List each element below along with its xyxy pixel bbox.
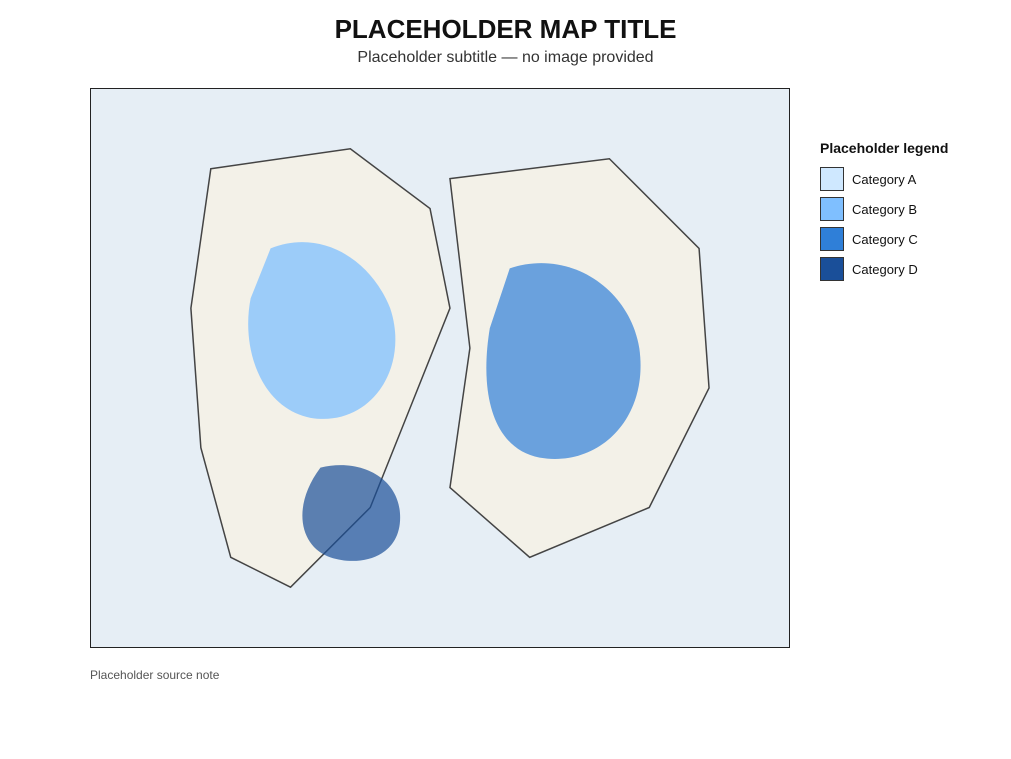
- legend-label: Category A: [852, 171, 917, 187]
- shaded-area-b: [486, 263, 641, 459]
- shaded-area-c: [302, 465, 401, 561]
- legend-title: Placeholder legend: [820, 140, 949, 156]
- legend-label: Category C: [852, 231, 918, 247]
- map-subtitle: Placeholder subtitle — no image provided: [357, 49, 654, 66]
- legend-list: Category A Category B Category C Categor…: [820, 164, 980, 284]
- legend-item: Category D: [820, 254, 980, 284]
- legend-item: Category A: [820, 164, 980, 194]
- map-frame: [90, 88, 790, 648]
- legend-swatch: [820, 167, 844, 191]
- legend-item: Category C: [820, 224, 980, 254]
- legend-swatch: [820, 257, 844, 281]
- legend-swatch: [820, 227, 844, 251]
- shaded-area-a: [248, 242, 396, 419]
- legend-swatch: [820, 197, 844, 221]
- map-title: PLACEHOLDER MAP TITLE: [334, 14, 677, 44]
- source-note: Placeholder source note: [90, 668, 220, 682]
- legend-label: Category B: [852, 201, 918, 217]
- legend: Placeholder legend Category A Category B…: [820, 140, 980, 284]
- legend-item: Category B: [820, 194, 980, 224]
- legend-label: Category D: [852, 261, 918, 277]
- map-canvas: [91, 89, 789, 647]
